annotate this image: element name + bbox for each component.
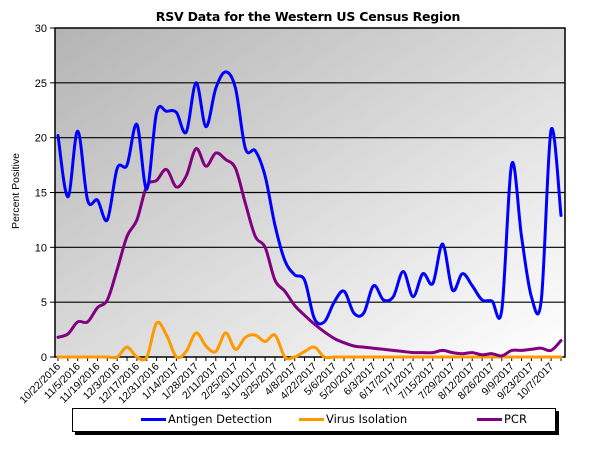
y-tick-label: 25 <box>35 78 47 90</box>
pcr-swatch-icon <box>477 417 502 421</box>
antigen-detection-swatch-icon <box>141 417 166 421</box>
legend-label: PCR <box>504 412 527 426</box>
y-tick-label: 20 <box>35 133 47 145</box>
y-tick-label: 5 <box>41 297 47 309</box>
y-tick-label: 10 <box>35 242 47 254</box>
legend-item-antigen-detection: Antigen Detection <box>141 412 272 426</box>
y-axis-ticks: 0 5 10 15 20 25 30 <box>35 23 55 364</box>
series-line-antigen-detection <box>56 70 563 326</box>
legend-label: Antigen Detection <box>168 412 273 426</box>
legend: Antigen Detection Virus Isolation PCR <box>72 408 556 432</box>
y-tick-label: 30 <box>35 23 47 35</box>
series-line-pcr <box>56 147 563 358</box>
legend-item-pcr: PCR <box>477 412 527 426</box>
y-tick-label: 15 <box>35 188 47 200</box>
legend-item-virus-isolation: Virus Isolation <box>299 412 407 426</box>
chart-title: RSV Data for the Western US Census Regio… <box>155 9 461 24</box>
series-line-virus-isolation <box>56 320 563 362</box>
series-lines <box>56 70 563 362</box>
x-axis-ticks: 10/22/201611/5/201611/19/201612/3/201612… <box>17 357 562 406</box>
legend-label: Virus Isolation <box>326 412 408 426</box>
virus-isolation-swatch-icon <box>299 417 324 421</box>
y-tick-label: 0 <box>41 352 47 364</box>
